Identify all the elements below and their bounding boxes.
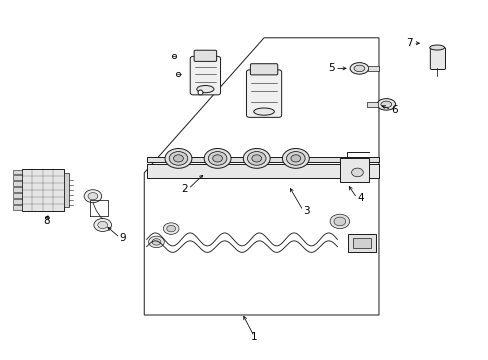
Text: 8: 8 [43, 216, 50, 226]
Bar [146, 164, 378, 178]
Text: 9: 9 [120, 233, 126, 243]
Ellipse shape [173, 155, 183, 162]
Bar [13, 181, 22, 186]
Bar [339, 158, 368, 182]
Text: 5: 5 [327, 63, 334, 73]
Bar [352, 238, 370, 248]
Text: 3: 3 [303, 206, 309, 216]
Text: 4: 4 [356, 193, 363, 203]
Bar [13, 175, 22, 180]
Ellipse shape [247, 152, 265, 165]
Ellipse shape [251, 155, 261, 162]
Bar [13, 193, 22, 198]
Ellipse shape [208, 152, 226, 165]
Circle shape [163, 223, 179, 234]
FancyBboxPatch shape [250, 64, 277, 75]
Circle shape [98, 221, 107, 229]
Text: 7: 7 [406, 38, 412, 48]
Ellipse shape [212, 155, 222, 162]
Bar [13, 205, 22, 210]
Text: 2: 2 [181, 184, 188, 194]
Bar [63, 173, 69, 207]
Circle shape [94, 219, 111, 231]
Ellipse shape [253, 108, 274, 115]
FancyBboxPatch shape [246, 70, 281, 117]
FancyBboxPatch shape [190, 56, 220, 95]
Bar [146, 157, 378, 162]
Bar [347, 234, 375, 252]
Bar [22, 169, 63, 211]
Circle shape [88, 193, 98, 200]
Circle shape [329, 214, 349, 229]
Circle shape [84, 190, 102, 203]
Circle shape [351, 168, 363, 177]
Ellipse shape [282, 148, 308, 168]
Bar [13, 187, 22, 192]
Circle shape [152, 239, 161, 245]
Circle shape [148, 236, 164, 248]
Ellipse shape [429, 45, 444, 50]
Bar [13, 170, 22, 174]
Ellipse shape [286, 152, 305, 165]
Ellipse shape [290, 155, 300, 162]
Text: 6: 6 [390, 105, 397, 115]
Ellipse shape [243, 148, 269, 168]
Ellipse shape [196, 85, 214, 93]
Circle shape [166, 225, 175, 232]
Bar [13, 199, 22, 204]
Text: 1: 1 [250, 332, 257, 342]
Ellipse shape [204, 148, 231, 168]
Ellipse shape [165, 148, 192, 168]
FancyBboxPatch shape [429, 48, 445, 69]
FancyBboxPatch shape [194, 50, 216, 61]
Ellipse shape [353, 65, 364, 72]
Ellipse shape [376, 99, 395, 110]
Circle shape [333, 217, 345, 226]
Ellipse shape [380, 101, 391, 108]
Bar [366, 102, 377, 107]
Ellipse shape [349, 63, 368, 74]
Bar [367, 66, 378, 71]
Ellipse shape [169, 152, 187, 165]
